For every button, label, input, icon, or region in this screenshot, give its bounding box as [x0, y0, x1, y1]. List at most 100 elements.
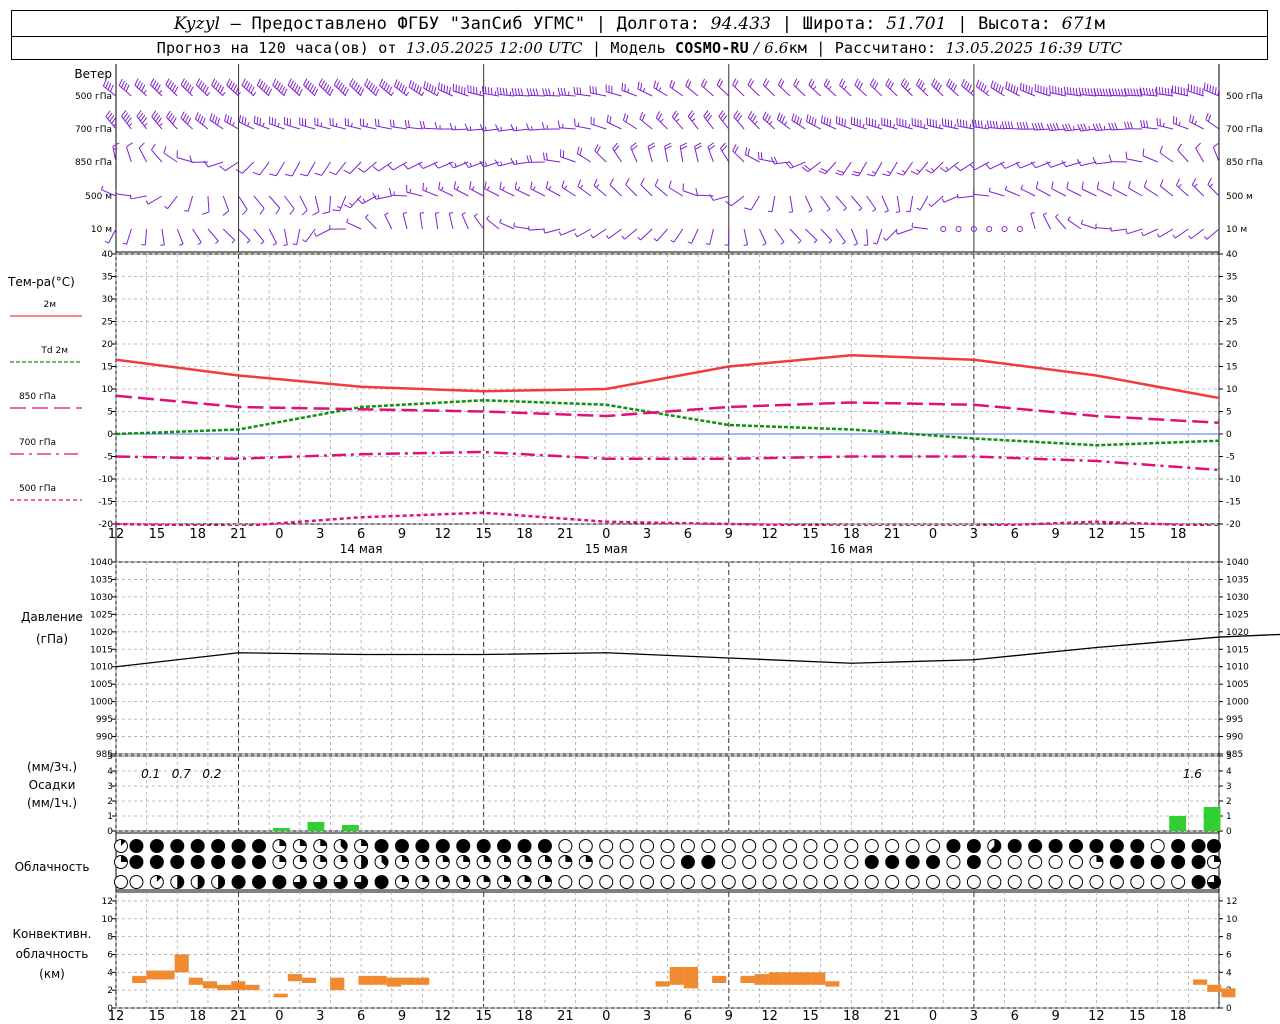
wind-barb [1055, 216, 1067, 230]
x-tick-label: 9 [725, 1009, 733, 1024]
wind-barb [1111, 94, 1128, 97]
wind-barb-feather [564, 185, 568, 190]
wind-barb-feather [392, 119, 395, 128]
wind-barb [546, 187, 561, 197]
wind-barb [876, 228, 883, 245]
wind-barb [406, 126, 423, 130]
wind-barb [839, 84, 852, 97]
tick-label: 2 [107, 986, 113, 996]
x-tick-label: 9 [725, 527, 733, 542]
tick-label: 990 [1226, 733, 1243, 743]
wind-barb-feather [701, 78, 706, 86]
wind-barb [1126, 158, 1143, 163]
wind-barb-feather [126, 117, 132, 124]
conv-cloud-bar [146, 970, 161, 980]
wind-barb [731, 195, 745, 207]
wind-barb-feather [1145, 87, 1149, 96]
wind-barb [422, 161, 438, 170]
wind-barb-feather [703, 110, 709, 117]
tick-label: 10 [1226, 915, 1238, 925]
wind-barb [745, 154, 760, 163]
wind-barb-feather [203, 160, 209, 168]
wind-barb-feather [201, 117, 206, 125]
tick-label: 10 [102, 385, 114, 395]
cloud-octa-icon [476, 839, 491, 853]
wind-barb-feather [757, 151, 760, 160]
wind-barb-feather [548, 185, 552, 190]
wind-barb-feather [872, 208, 877, 212]
cloud-octa-icon [1089, 839, 1104, 853]
wind-barb-feather [448, 87, 451, 95]
wind-barb-feather [637, 81, 640, 90]
wind-barb [438, 161, 454, 169]
tick-label: 1020 [90, 628, 113, 638]
wind-barb [682, 190, 699, 197]
wind-barb-feather [449, 212, 454, 214]
cloud-octa-icon [1109, 875, 1124, 889]
wind-barb-feather [806, 114, 809, 122]
wind-barb-feather [954, 165, 961, 172]
wind-barb-feather [1081, 181, 1084, 190]
wind-barb-feather [440, 83, 443, 91]
x-tick-label: 21 [230, 1009, 247, 1024]
wind-barb-feather [1178, 184, 1182, 188]
wind-barb-feather [230, 82, 235, 90]
cloud-octa-icon [599, 839, 614, 853]
cloud-octa-icon [640, 839, 655, 853]
cloud-octa-icon [926, 855, 941, 869]
wind-barb [776, 118, 791, 130]
wind-barb-feather [871, 171, 876, 174]
wind-barb-feather [252, 171, 260, 176]
wind-barb-feather [1133, 88, 1136, 96]
wind-barb-feather [1206, 83, 1209, 92]
wind-barb [1157, 124, 1174, 130]
wind-barb-feather [320, 80, 326, 88]
wind-barb [1190, 228, 1204, 240]
wind-barb-feather [405, 91, 410, 96]
precip-sum-label: 0.1 [141, 767, 160, 781]
wind-barb-feather [407, 120, 410, 128]
wind-barb-feather [862, 123, 865, 128]
header-line-forecast: Прогноз на 120 часа(ов) от 13.05.2025 12… [12, 37, 1267, 59]
wind-barb [1095, 161, 1112, 165]
wind-barb [515, 188, 530, 197]
wind-barb-feather [1028, 86, 1031, 94]
wind-barb-feather [100, 185, 104, 190]
wind-barb-feather [655, 111, 661, 118]
wind-barb-feather [416, 85, 420, 93]
wind-barb-feather [548, 88, 551, 96]
wind-barb-feather [318, 78, 323, 86]
wind-barb-feather [275, 207, 281, 215]
wind-barb-feather [419, 120, 423, 129]
wind-barb-feather [707, 142, 715, 148]
wind-barb-feather [309, 84, 314, 92]
x-tick-label: 18 [843, 1009, 860, 1024]
x-tick-label: 6 [684, 1009, 692, 1024]
wind-barb-feather [687, 110, 693, 117]
tick-label: 30 [1226, 295, 1238, 305]
wind-barb [654, 185, 668, 197]
cloud-octa-fill [381, 855, 389, 867]
wind-barb-feather [872, 80, 877, 88]
cloud-octa-icon [946, 855, 961, 869]
wind-barb-feather [762, 111, 767, 119]
wind-barb [762, 84, 776, 97]
wind-barb-feather [680, 145, 688, 150]
wind-barb [486, 218, 500, 230]
wind-barb-feather [596, 146, 601, 154]
wind-level-label: 850 гПа [1226, 158, 1263, 168]
wind-barb [807, 161, 821, 172]
wind-barb [790, 161, 806, 169]
wind-barb-feather [231, 239, 236, 244]
wind-barb [655, 117, 668, 130]
wind-barb-feather [404, 120, 407, 128]
cloud-octa-icon [1069, 855, 1084, 869]
wind-barb-feather [242, 209, 248, 216]
wind-barb [115, 193, 132, 197]
wind-barb-feather [502, 186, 505, 191]
tick-label: 10 [1226, 385, 1238, 395]
wind-barb-feather [720, 112, 726, 120]
wind-barb [1081, 223, 1097, 230]
wind-barb-feather [1114, 122, 1118, 130]
wind-barb-feather [1139, 88, 1142, 97]
